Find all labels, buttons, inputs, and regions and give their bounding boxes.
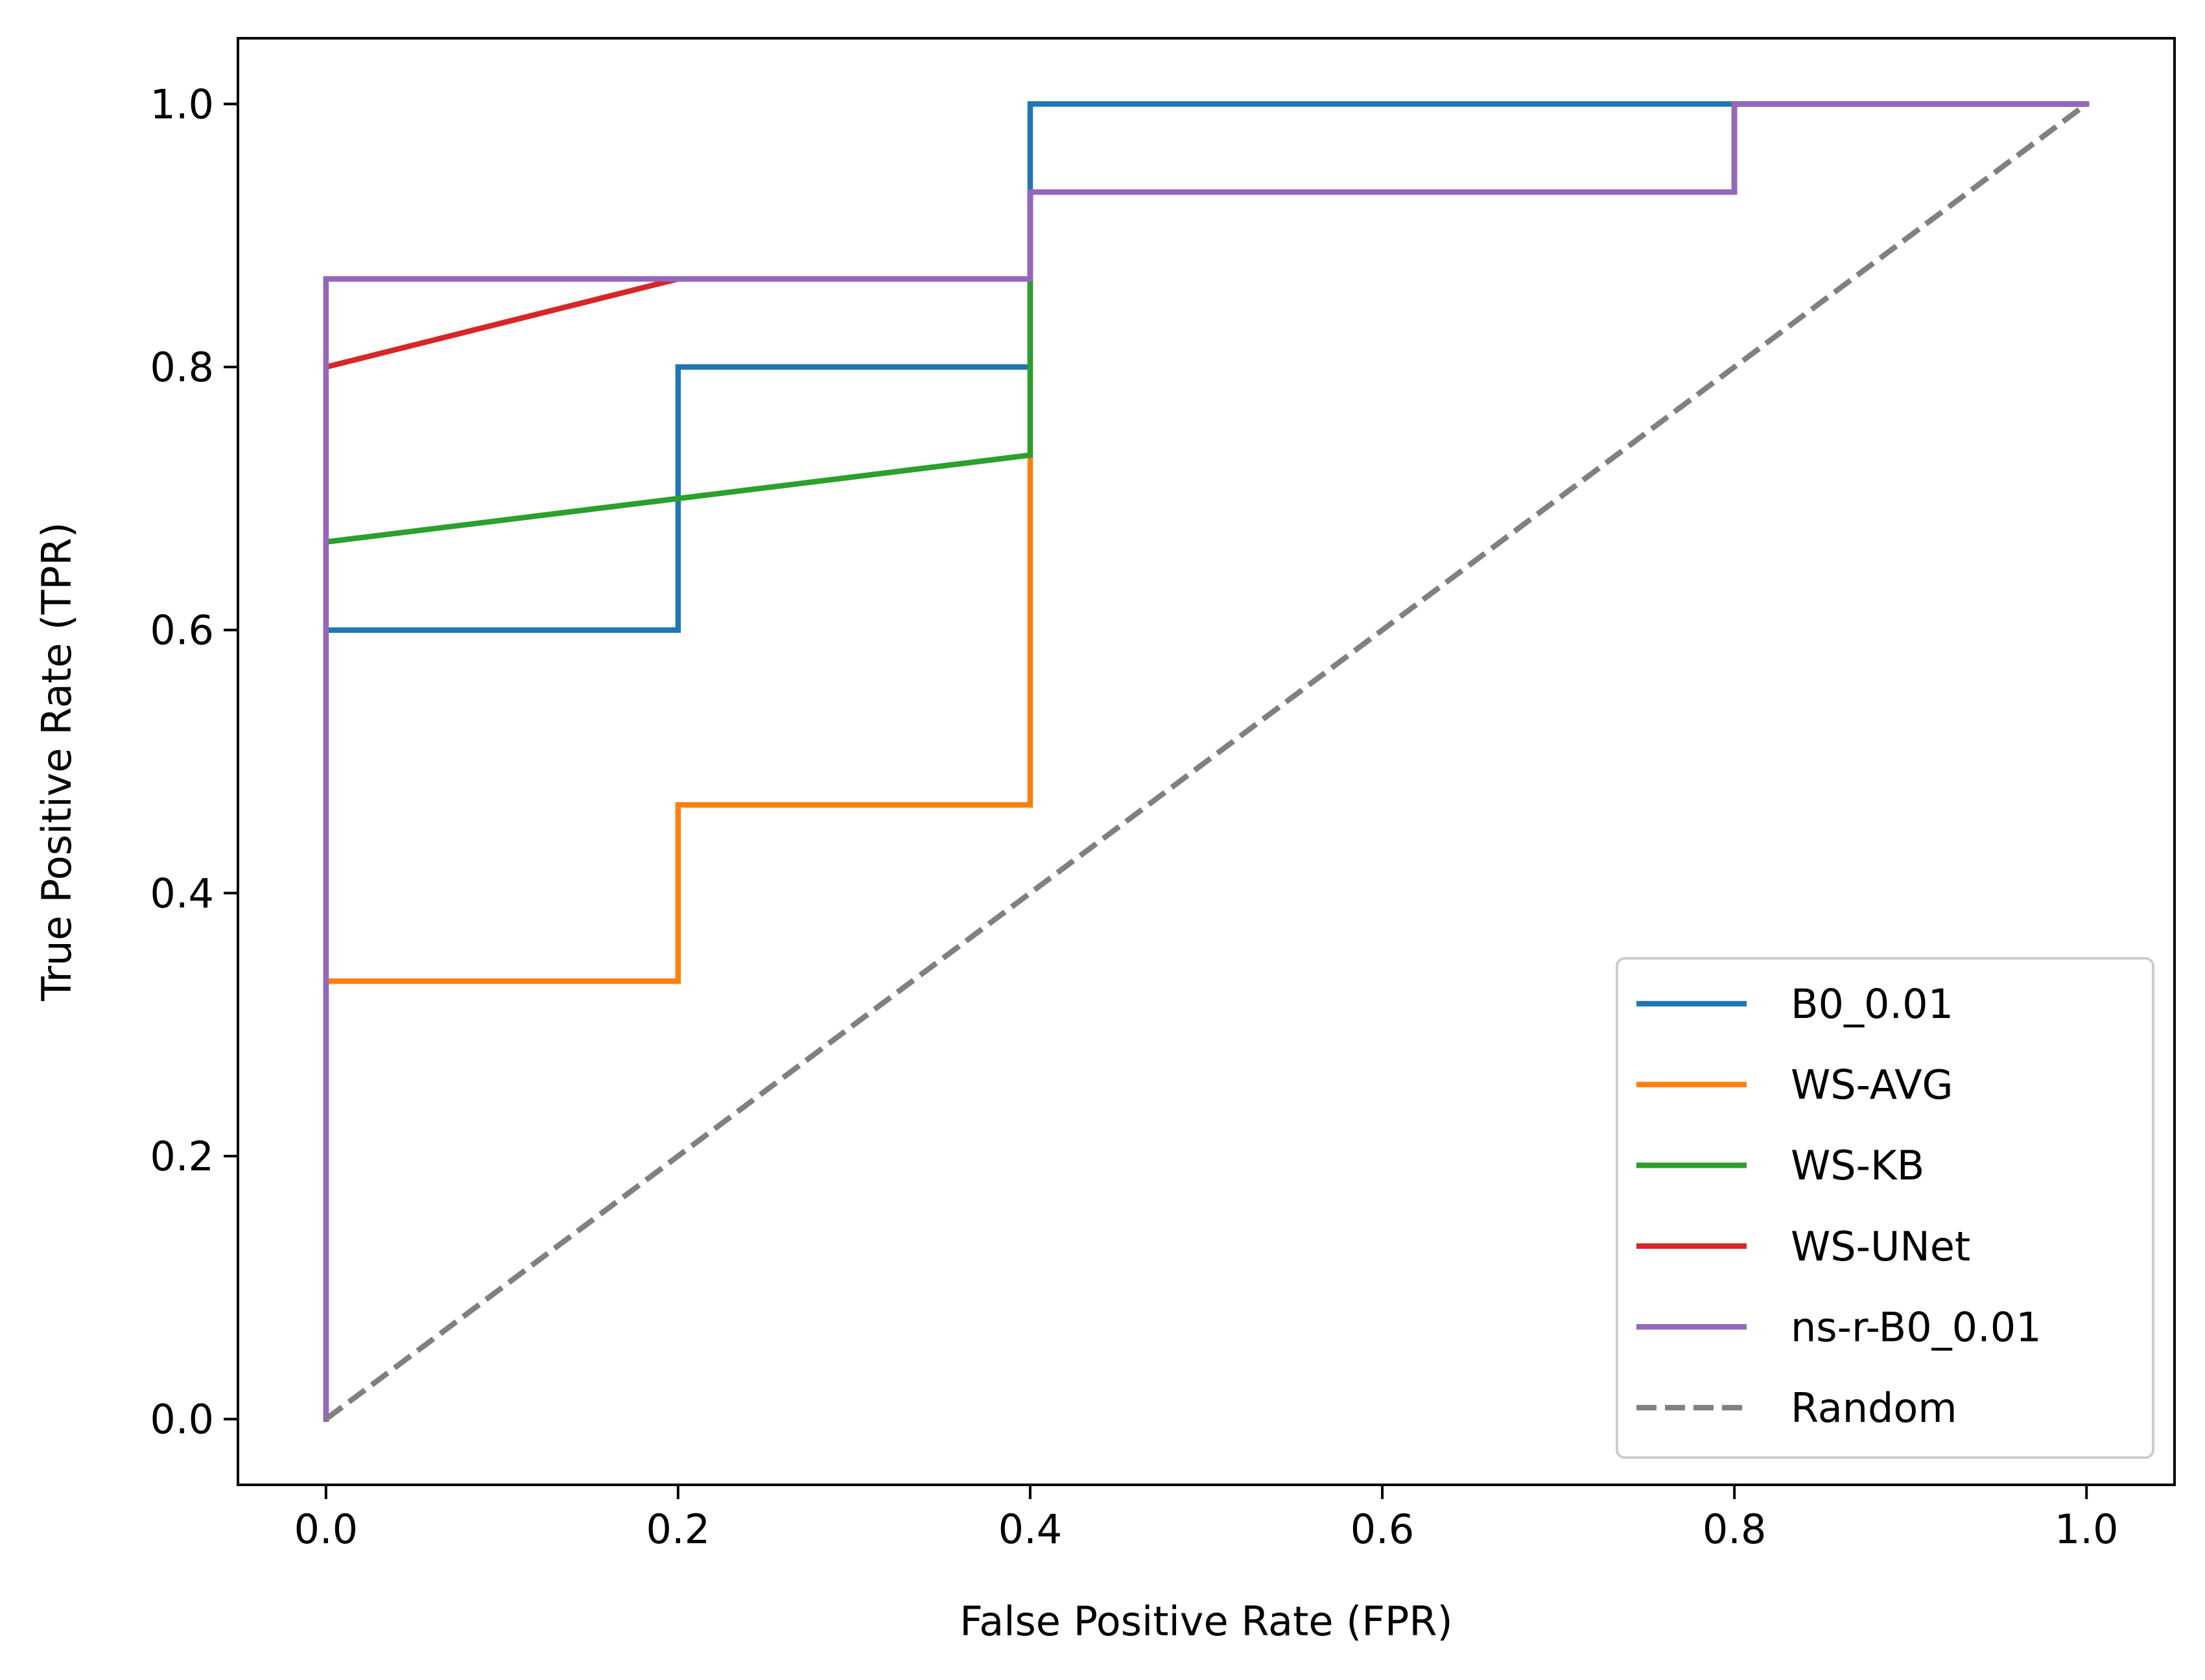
- legend-label: B0_0.01: [1791, 980, 1953, 1028]
- legend-label: WS-UNet: [1791, 1223, 1970, 1270]
- legend-label: WS-KB: [1791, 1142, 1924, 1189]
- x-tick-label: 1.0: [2055, 1506, 2119, 1553]
- legend-label: ns-r-B0_0.01: [1791, 1303, 2042, 1351]
- plot-area: [323, 101, 2090, 1422]
- legend-label: Random: [1791, 1384, 1957, 1432]
- x-tick-label: 0.8: [1703, 1506, 1767, 1553]
- y-tick-label: 0.8: [150, 344, 214, 391]
- series-line-random: [324, 101, 2088, 1422]
- legend: B0_0.01 WS-AVG WS-KB WS-UNet ns-r-B0_0.01 Ran…: [1616, 957, 2154, 1459]
- y-axis-label: True Positive Rate (TPR): [33, 522, 80, 1002]
- series-line-ns-r-b0-0-01: [323, 101, 2090, 1422]
- x-axis-label: False Positive Rate (FPR): [960, 1598, 1452, 1645]
- axes-frame: [237, 37, 2176, 1486]
- y-tick-label: 1.0: [150, 80, 214, 128]
- y-tick-label: 0.4: [150, 870, 214, 917]
- axes: 0.0 0.2 0.4 0.6 0.8 1.0 0.0 0.2 0.4 0.6 0.8 1.0 Fals…: [33, 37, 2176, 1645]
- x-tick-label: 0.6: [1350, 1506, 1415, 1553]
- x-tick-label: 0.0: [294, 1506, 358, 1553]
- x-tick-label: 0.2: [646, 1506, 711, 1553]
- legend-box: [1616, 957, 2154, 1459]
- y-tick-label: 0.2: [150, 1133, 214, 1180]
- y-tick-label: 0.0: [150, 1396, 214, 1443]
- x-tick-label: 0.4: [998, 1506, 1063, 1553]
- y-tick-label: 0.6: [150, 607, 214, 654]
- legend-label: WS-AVG: [1791, 1061, 1953, 1109]
